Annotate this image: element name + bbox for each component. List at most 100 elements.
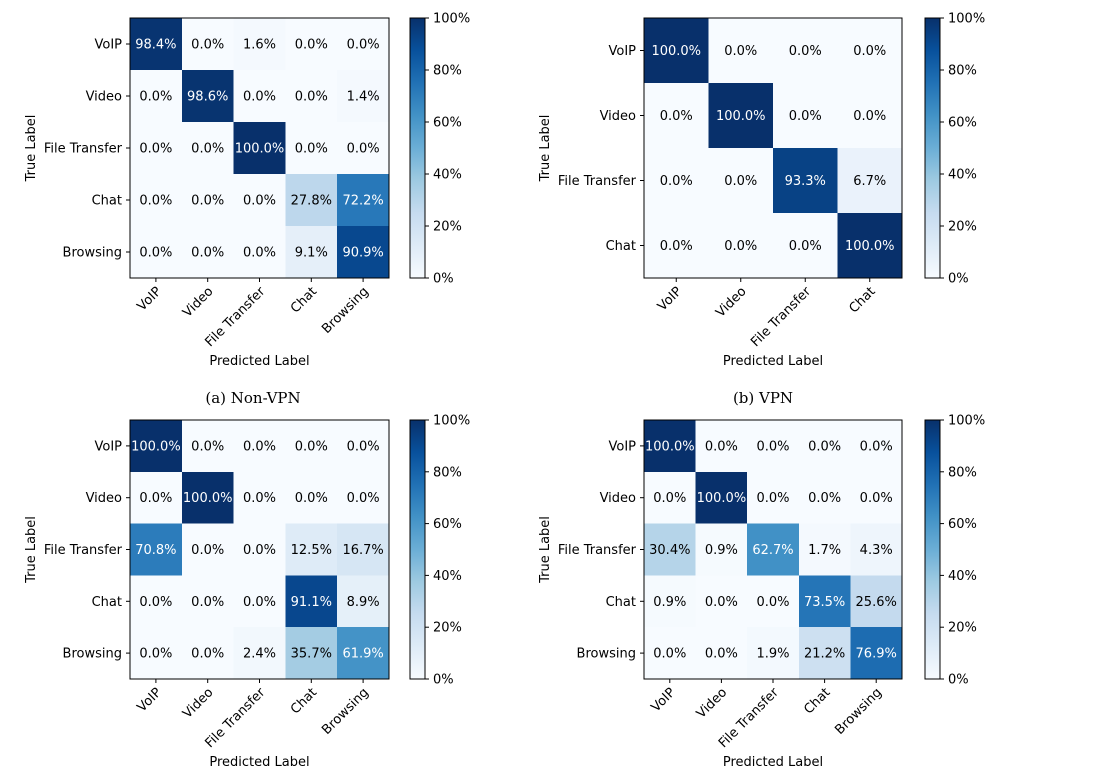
heatmap-cell <box>181 18 235 71</box>
colorbar-tick-label: 60% <box>433 116 462 131</box>
cell-value-label: 25.6% <box>856 595 897 610</box>
cell-value-label: 0.0% <box>660 239 693 254</box>
heatmap-cell <box>695 420 748 473</box>
heatmap-cell <box>708 83 774 149</box>
heatmap-cell <box>644 471 697 525</box>
colorbar-tick-label: 60% <box>948 517 977 532</box>
heatmap-cell <box>708 18 774 84</box>
cell-value-label: 61.9% <box>342 647 383 662</box>
cell-value-label: 8.9% <box>347 595 380 610</box>
cell-value-label: 30.4% <box>649 543 690 558</box>
colorbar-tick-label: 100% <box>433 414 470 429</box>
x-tick-label: VoIP <box>135 284 165 314</box>
cell-value-label: 73.5% <box>804 595 845 610</box>
heatmap-cell <box>747 471 800 525</box>
heatmap-cell <box>130 122 183 175</box>
cell-value-label: 0.0% <box>860 491 893 506</box>
cell-value-label: 0.0% <box>653 491 686 506</box>
colorbar-tick-label: 80% <box>433 64 462 79</box>
heatmap-cell <box>850 523 903 576</box>
heatmap-cell <box>337 523 390 576</box>
confusion-matrix-panel-1: 98.4% 0.0% 1.6% 0.0% 0.0% 0.0% 98.6% 0.0% 0.0% 1.… <box>24 12 470 408</box>
heatmap-cell <box>181 70 235 123</box>
heatmap-cell <box>233 471 286 525</box>
heatmap-cell <box>644 575 697 628</box>
cell-value-label: 0.0% <box>139 194 172 209</box>
x-tick-label: Browsing <box>319 284 372 337</box>
y-tick-label: Browsing <box>63 647 122 662</box>
cell-value-label: 0.0% <box>347 38 380 53</box>
colorbar-tick-label: 60% <box>433 517 462 532</box>
heatmap-cell <box>644 523 697 576</box>
y-tick-label: VoIP <box>94 38 122 53</box>
cell-value-label: 98.4% <box>135 38 176 53</box>
heatmap-cell <box>773 83 839 149</box>
heatmap-cell <box>337 471 390 525</box>
y-tick-label: Video <box>86 491 122 506</box>
cell-value-label: 0.0% <box>705 595 738 610</box>
cell-value-label: 1.9% <box>756 647 789 662</box>
x-tick-label: VoIP <box>135 685 165 715</box>
colorbar <box>924 17 941 279</box>
heatmap-cell <box>708 148 774 214</box>
cell-value-label: 0.0% <box>191 595 224 610</box>
heatmap-cell <box>181 523 235 576</box>
cell-value-label: 0.0% <box>295 491 328 506</box>
heatmap-cell <box>837 148 903 214</box>
y-tick-label: Browsing <box>63 246 122 261</box>
heatmap-cell <box>337 18 390 71</box>
cell-value-label: 0.0% <box>756 439 789 454</box>
heatmap-cell <box>337 575 390 628</box>
heatmap-cell <box>130 18 183 71</box>
subfigure-caption: (a) Non-VPN <box>205 389 300 407</box>
heatmap-cell <box>773 213 839 279</box>
cell-value-label: 0.0% <box>705 439 738 454</box>
heatmap-cell <box>644 18 710 84</box>
colorbar-tick-label: 0% <box>948 673 969 688</box>
heatmap-cell <box>130 70 183 123</box>
y-axis-label: True Label <box>24 516 39 584</box>
cell-value-label: 0.0% <box>295 142 328 157</box>
cell-value-label: 0.0% <box>295 38 328 53</box>
heatmap-cell <box>337 420 390 473</box>
heatmap-cell <box>181 122 235 175</box>
heatmap-cell <box>695 523 748 576</box>
heatmap-cell <box>233 174 286 227</box>
cell-value-label: 0.0% <box>789 239 822 254</box>
heatmap-cell <box>798 471 851 525</box>
cell-value-label: 0.0% <box>724 174 757 189</box>
heatmap-cell <box>285 122 338 175</box>
confusion-matrix-panel-4: 100.0% 0.0% 0.0% 0.0% 0.0% 0.0% 100.0% 0.0% 0.0%… <box>538 414 985 771</box>
heatmap-cell <box>130 471 183 525</box>
x-tick-label: Chat <box>288 685 320 717</box>
x-axis-label: Predicted Label <box>723 354 823 369</box>
colorbar-tick-label: 40% <box>433 569 462 584</box>
cell-value-label: 4.3% <box>860 543 893 558</box>
confusion-matrix-panel-2: 100.0% 0.0% 0.0% 0.0% 0.0% 100.0% 0.0% 0.0% 0.0%… <box>538 12 985 408</box>
colorbar-tick-label: 0% <box>948 272 969 287</box>
cell-value-label: 100.0% <box>716 109 766 124</box>
heatmap-cell <box>285 226 338 279</box>
cell-value-label: 0.0% <box>295 90 328 105</box>
y-tick-label: Chat <box>606 595 636 610</box>
heatmap-cell <box>285 471 338 525</box>
y-tick-label: Browsing <box>577 647 636 662</box>
heatmap-cell <box>285 420 338 473</box>
heatmap-cell <box>233 523 286 576</box>
cell-value-label: 1.4% <box>347 90 380 105</box>
cell-value-label: 100.0% <box>645 439 695 454</box>
cell-value-label: 0.0% <box>243 595 276 610</box>
colorbar-tick-label: 100% <box>948 12 985 27</box>
cell-value-label: 0.0% <box>724 239 757 254</box>
cell-value-label: 0.0% <box>243 491 276 506</box>
cell-value-label: 93.3% <box>785 174 826 189</box>
heatmap-cell <box>181 471 235 525</box>
cell-value-label: 0.0% <box>191 543 224 558</box>
subfigure-caption: (b) VPN <box>733 389 793 407</box>
heatmap-cell <box>644 148 710 214</box>
cell-value-label: 0.0% <box>243 439 276 454</box>
cell-value-label: 0.0% <box>139 246 172 261</box>
cell-value-label: 0.0% <box>139 90 172 105</box>
colorbar-tick-label: 0% <box>433 272 454 287</box>
colorbar-tick-label: 20% <box>433 621 462 636</box>
